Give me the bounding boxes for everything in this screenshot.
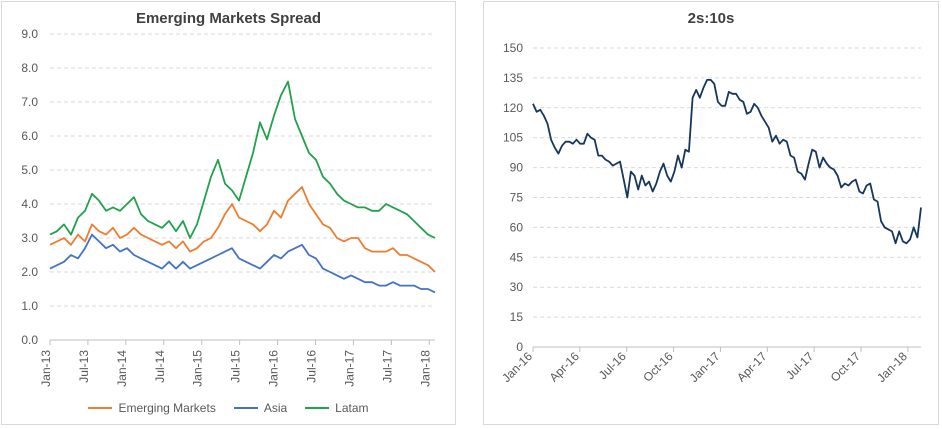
y-tick-label: 105 bbox=[503, 131, 523, 145]
legend-label: Emerging Markets bbox=[118, 401, 216, 415]
series-line-0 bbox=[532, 79, 922, 245]
y-tick-label: 15 bbox=[510, 310, 524, 324]
y-tick-label: 1.0 bbox=[21, 299, 38, 313]
y-tick-label: 3.0 bbox=[21, 231, 38, 245]
series-line-latam bbox=[49, 80, 436, 239]
y-tick-label: 30 bbox=[510, 280, 524, 294]
legend-swatch-latam bbox=[305, 407, 330, 409]
x-tick-label: Jul-15 bbox=[229, 350, 243, 383]
y-tick-label: 0.0 bbox=[21, 333, 38, 347]
legend-item-emerging-markets: Emerging Markets bbox=[88, 401, 216, 415]
y-tick-label: 0 bbox=[516, 340, 523, 354]
x-tick-label: Jan-16 bbox=[499, 349, 535, 385]
legend-label: Asia bbox=[263, 401, 288, 415]
y-tick-label: 60 bbox=[510, 220, 524, 234]
series-line-emerging-markets bbox=[49, 186, 436, 273]
x-tick-label: Jul-16 bbox=[305, 350, 319, 383]
y-tick-label: 120 bbox=[503, 101, 523, 115]
x-tick-label: Jan-14 bbox=[115, 350, 129, 387]
y-tick-label: 6.0 bbox=[21, 129, 38, 143]
x-tick-label: Oct-17 bbox=[828, 349, 864, 385]
chart-title: Emerging Markets Spread bbox=[135, 10, 322, 27]
x-tick-label: Jan-17 bbox=[342, 350, 356, 387]
y-tick-label: 7.0 bbox=[21, 95, 38, 109]
x-tick-label: Jul-13 bbox=[77, 350, 91, 383]
y-tick-label: 8.0 bbox=[21, 61, 38, 75]
y-tick-label: 90 bbox=[510, 161, 524, 175]
y-tick-label: 135 bbox=[503, 71, 523, 85]
x-tick-label: Jul-17 bbox=[380, 350, 394, 383]
legend-label: Latam bbox=[335, 401, 369, 415]
y-tick-label: 45 bbox=[510, 250, 524, 264]
y-tick-label: 9.0 bbox=[21, 27, 38, 41]
series-line-asia bbox=[49, 233, 436, 294]
x-tick-label: Apr-17 bbox=[734, 349, 770, 385]
x-tick-label: Apr-16 bbox=[547, 349, 583, 385]
x-tick-label: Jan-17 bbox=[687, 349, 723, 385]
x-tick-label: Jul-17 bbox=[783, 349, 816, 382]
y-tick-label: 150 bbox=[503, 41, 523, 55]
x-tick-label: Jan-18 bbox=[418, 350, 432, 387]
2s10s-panel: 2s:10s 0 15 30 45 60 75 90 105 120 135 150 Jan-16 Ap… bbox=[483, 1, 939, 425]
legend: Emerging Markets Asia Latam bbox=[2, 401, 455, 415]
emerging-markets-spread-panel: Emerging Markets Spread 0.0 1.0 2.0 3.0 4.0 5… bbox=[1, 1, 456, 425]
chart-title: 2s:10s bbox=[687, 10, 735, 27]
y-tick-label: 4.0 bbox=[21, 197, 38, 211]
2s10s-chart: 0 15 30 45 60 75 90 105 120 135 150 Jan-16 Apr-16 Jul… bbox=[499, 41, 922, 385]
legend-item-asia: Asia bbox=[233, 401, 288, 415]
x-tick-label: Oct-16 bbox=[640, 349, 676, 385]
legend-item-latam: Latam bbox=[305, 401, 369, 415]
legend-swatch-emerging-markets bbox=[88, 407, 113, 409]
x-tick-label: Jan-16 bbox=[267, 350, 281, 387]
legend-swatch-asia bbox=[233, 407, 258, 409]
y-tick-label: 75 bbox=[510, 191, 524, 205]
x-tick-label: Jan-15 bbox=[191, 350, 205, 387]
x-tick-label: Jul-16 bbox=[596, 349, 629, 382]
y-tick-label: 2.0 bbox=[21, 265, 38, 279]
y-tick-label: 5.0 bbox=[21, 163, 38, 177]
x-tick-label: Jan-18 bbox=[874, 349, 910, 385]
x-tick-label: Jan-13 bbox=[39, 350, 53, 387]
x-tick-label: Jul-14 bbox=[153, 350, 167, 383]
emerging-markets-spread-chart: 0.0 1.0 2.0 3.0 4.0 5.0 6.0 7.0 8.0 9.0 Jan-13 Jul-… bbox=[21, 27, 436, 387]
